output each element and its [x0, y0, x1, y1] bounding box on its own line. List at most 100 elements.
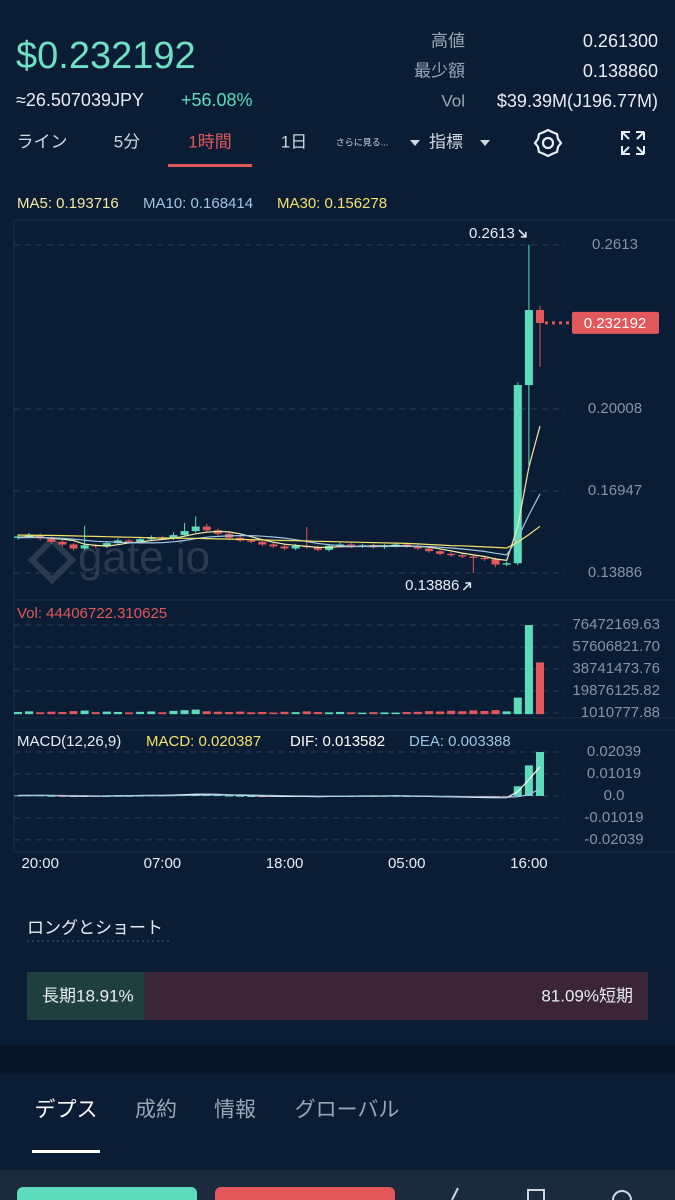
ma-line — [17, 493, 541, 556]
ma-legend: MA5: 0.193716 — [17, 195, 119, 212]
candle-body — [491, 559, 500, 565]
jpy-price: ≈26.507039JPY — [16, 90, 144, 110]
tab[interactable]: ライン — [17, 132, 68, 151]
macd-bar — [236, 795, 245, 797]
last-price-label: 0.232192 — [584, 315, 647, 332]
volume-bar — [58, 712, 67, 715]
volume-bar — [358, 712, 367, 715]
x-tick-label: 05:00 — [388, 855, 426, 872]
volume-bar — [413, 711, 422, 715]
volume-bar — [213, 711, 222, 715]
chart-frame — [13, 219, 675, 853]
stat-label: 高値 — [431, 31, 465, 50]
volume-bar — [280, 711, 289, 715]
volume-bar — [80, 710, 89, 715]
bottom-tab[interactable]: 情報 — [214, 1099, 256, 1122]
candle-body — [125, 540, 134, 542]
bottom-tab[interactable]: デプス — [35, 1099, 98, 1122]
candle-body — [458, 555, 467, 557]
volume-bar — [25, 711, 34, 715]
volume-bar — [225, 712, 234, 715]
candle-body — [136, 539, 145, 542]
macd-legend: DIF: 0.013582 — [290, 733, 385, 750]
volume-tick-label: 38741473.76 — [572, 660, 660, 677]
macd-tick-label: 0.01019 — [587, 765, 641, 782]
candle-body — [102, 543, 111, 547]
candle-body — [269, 544, 278, 547]
x-tick-label: 07:00 — [144, 855, 182, 872]
candle-body — [25, 535, 34, 537]
max-arrow — [518, 229, 527, 238]
short-label: 81.09%短期 — [541, 986, 633, 1005]
change: +56.08% — [181, 90, 253, 110]
buy-button[interactable] — [17, 1187, 197, 1200]
macd-tick-label: -0.02039 — [584, 831, 643, 848]
watermark-logo — [27, 535, 77, 585]
ma-legend: MA30: 0.156278 — [277, 195, 387, 212]
tab[interactable]: 1日 — [281, 132, 307, 151]
ma-line — [18, 525, 541, 549]
volume-bar — [191, 709, 200, 715]
tab-underline — [168, 164, 252, 167]
candle-body — [413, 546, 422, 549]
settings-icon[interactable] — [533, 128, 563, 158]
stat-value: 0.261300 — [583, 31, 658, 51]
volume-bar — [125, 712, 134, 715]
candle-body — [213, 530, 222, 534]
ma-line — [17, 425, 541, 561]
y-tick-label: 0.16947 — [588, 482, 642, 499]
candle-body — [280, 546, 289, 549]
volume-tick-label: 76472169.63 — [572, 616, 660, 633]
volume-bar — [14, 711, 22, 715]
volume-bar — [236, 711, 245, 715]
long-bar — [27, 972, 145, 1020]
dropdown-arrow — [410, 140, 420, 146]
sell-button[interactable] — [215, 1187, 395, 1200]
x-tick-label: 16:00 — [510, 855, 548, 872]
tab[interactable]: 1時間 — [188, 132, 231, 151]
volume-bar — [336, 711, 345, 715]
separator — [0, 1045, 675, 1073]
candle-body — [69, 544, 78, 549]
volume-tick-label: 1010777.88 — [581, 704, 660, 721]
macd-bar — [524, 765, 533, 796]
candle-body — [80, 545, 89, 549]
macd-legend: MACD: 0.020387 — [146, 733, 261, 750]
volume-bar — [458, 711, 467, 715]
fullscreen-icon[interactable] — [621, 131, 645, 155]
tab[interactable]: さらに見る... — [336, 137, 389, 147]
macd-bar — [47, 795, 56, 797]
volume-bar — [380, 712, 389, 715]
candle-body — [524, 310, 533, 386]
macd-bar — [502, 795, 511, 797]
candle-body — [58, 541, 67, 545]
candle-body — [447, 553, 456, 556]
bottom-tab[interactable]: グローバル — [295, 1099, 400, 1122]
tab[interactable]: 5分 — [114, 132, 140, 151]
volume-bar — [302, 711, 311, 715]
volume-bar — [524, 625, 533, 715]
long-short-title: ロングとショート — [27, 918, 163, 937]
macd-tick-label: 0.0 — [604, 787, 625, 804]
volume-bar — [480, 711, 489, 715]
macd-tick-label: -0.01019 — [584, 809, 643, 826]
volume-bar — [247, 712, 256, 715]
long-label: 長期18.91% — [42, 986, 134, 1005]
x-tick-label: 18:00 — [266, 855, 304, 872]
bottom-tab[interactable]: 成約 — [135, 1099, 177, 1122]
macd-legend: DEA: 0.003388 — [409, 733, 511, 750]
candle-body — [247, 540, 256, 542]
volume-tick-label: 19876125.82 — [572, 682, 660, 699]
candle-body — [347, 544, 356, 547]
tab[interactable]: 指標 — [429, 132, 463, 151]
candle-body — [480, 557, 489, 560]
volume-bar — [91, 712, 100, 715]
macd-line — [18, 788, 541, 798]
volume-bar — [258, 711, 267, 715]
stat-label: 最少額 — [414, 61, 465, 80]
volume-bar — [47, 711, 56, 715]
volume-bar — [491, 710, 500, 715]
